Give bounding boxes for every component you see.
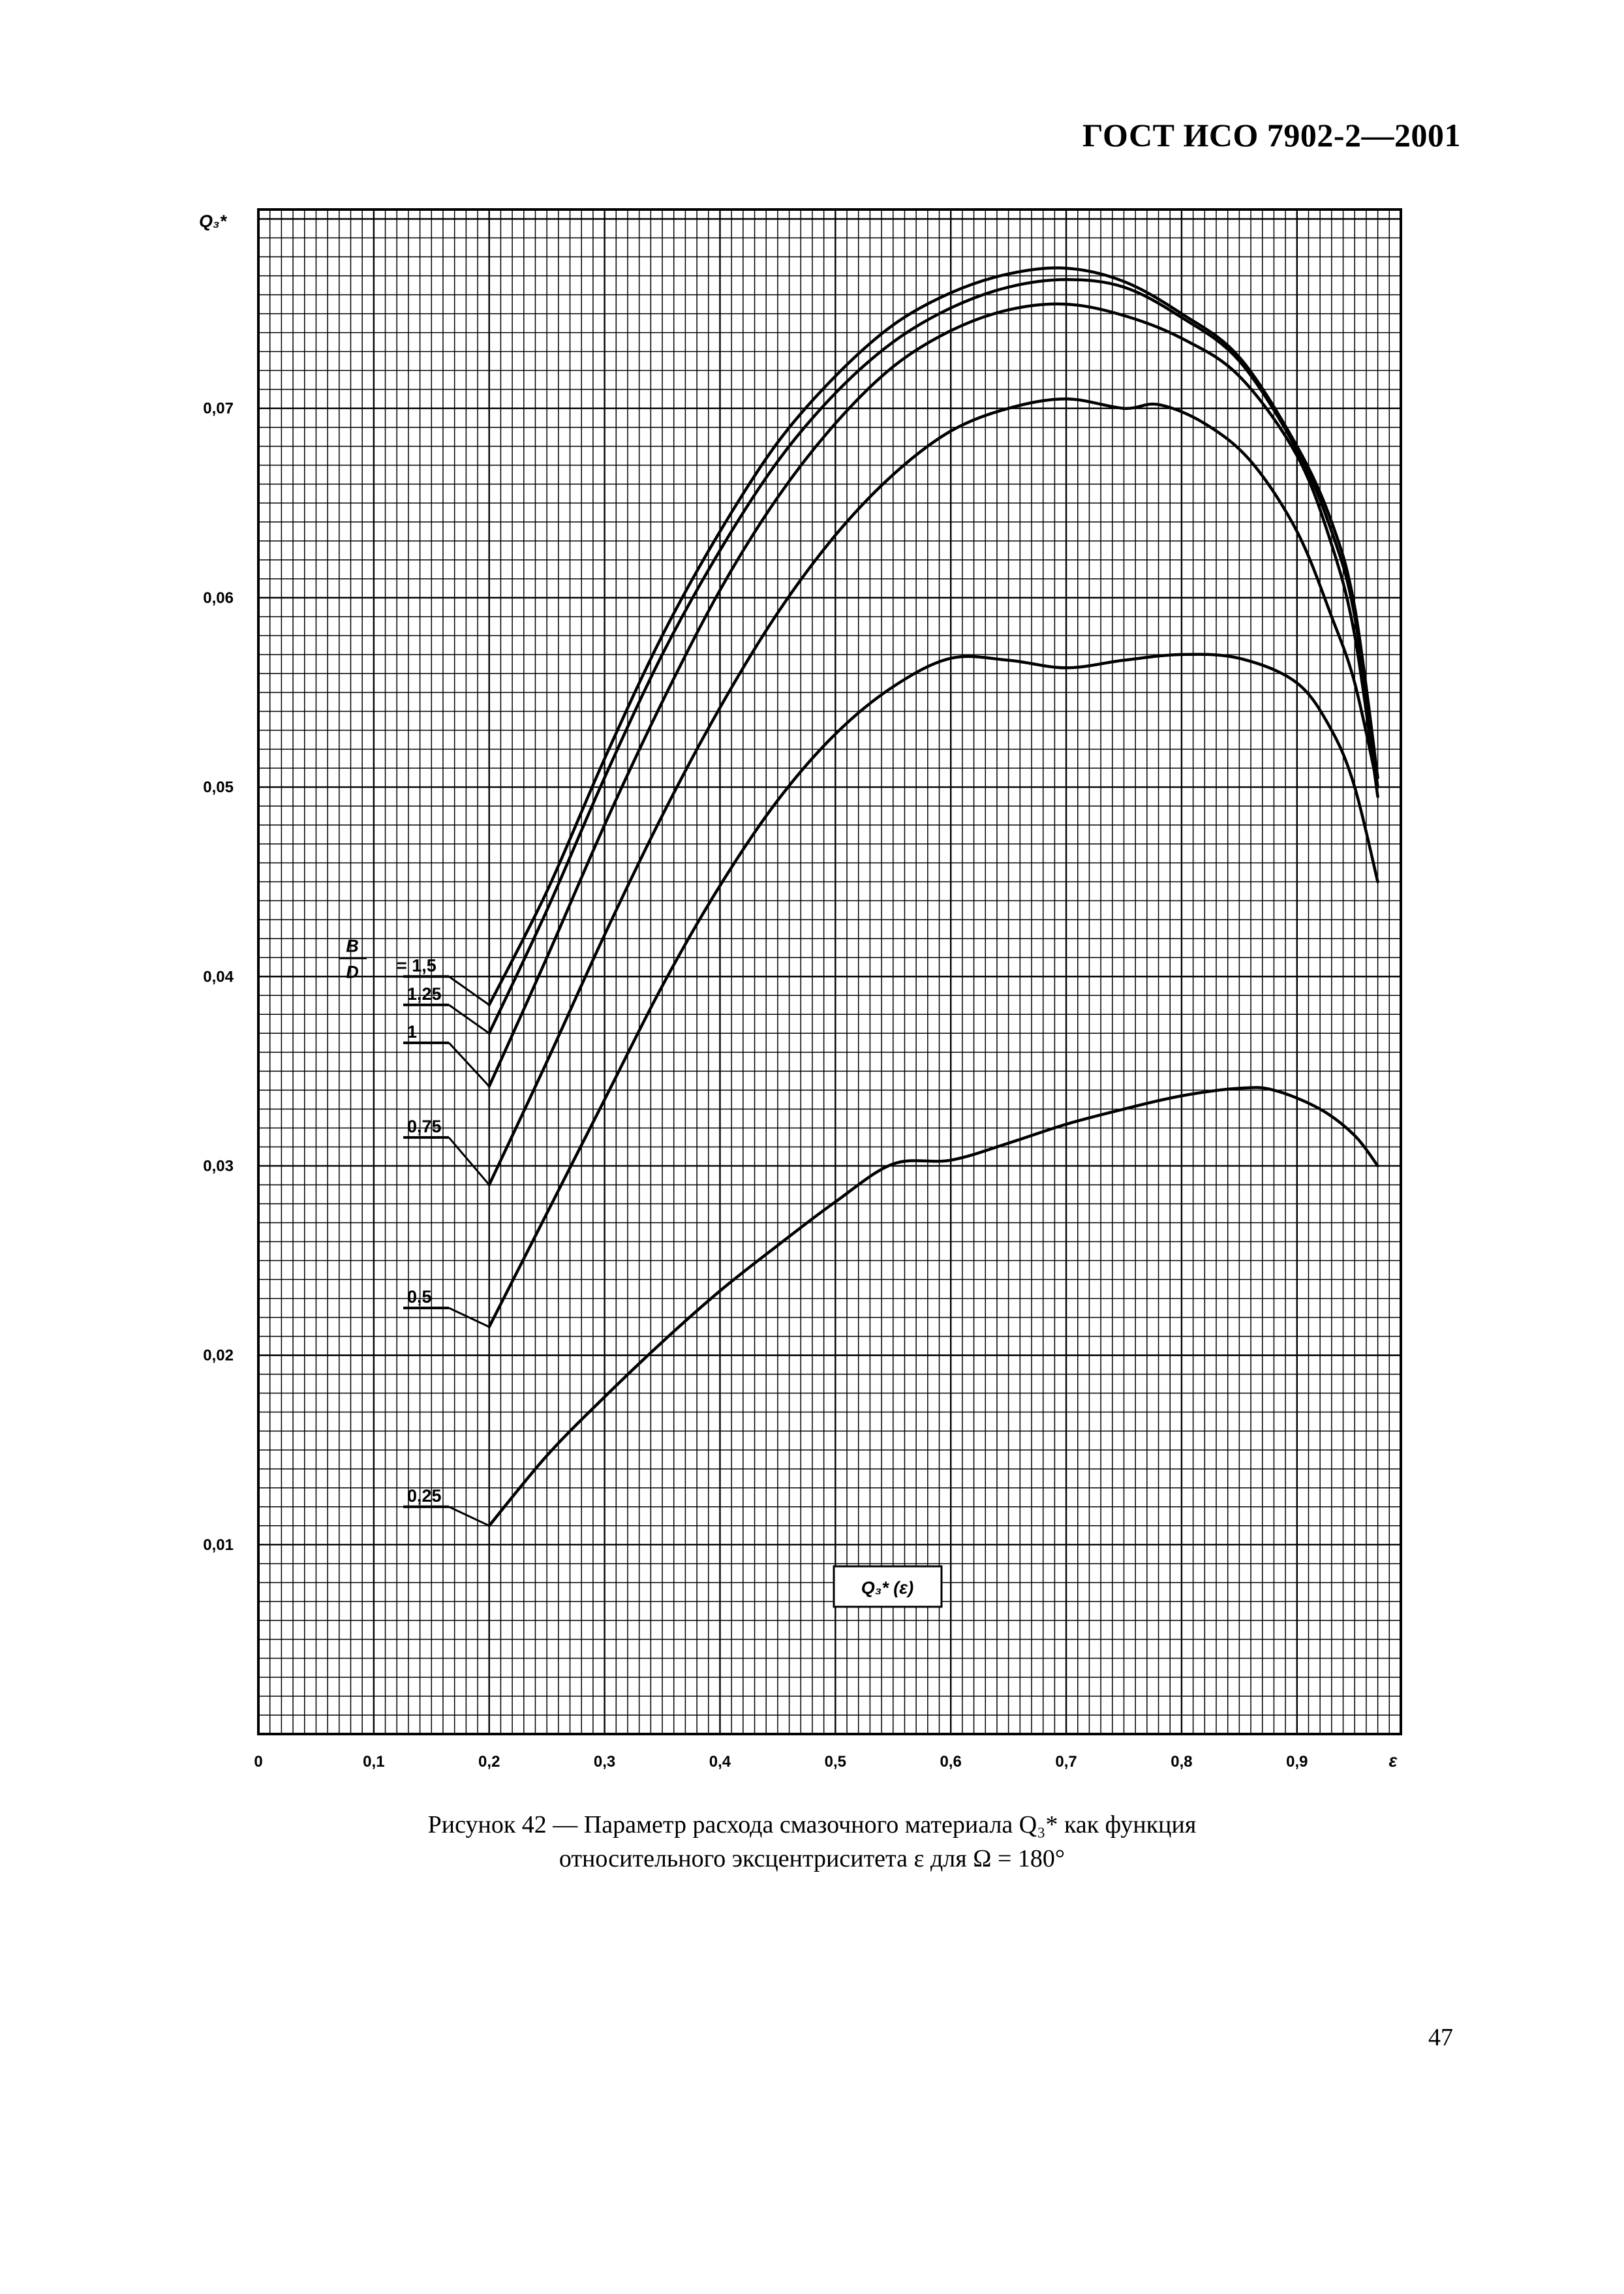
series-leader-line <box>448 1136 490 1186</box>
series-label: 0,25 <box>407 1486 442 1506</box>
chart-series <box>487 266 1379 1528</box>
caption-line-1: Рисунок 42 — Параметр расхода смазочного… <box>427 1811 1197 1838</box>
series-line <box>487 1086 1379 1528</box>
series-leader-line <box>448 1307 490 1328</box>
x-tick-label: 0 <box>254 1753 262 1771</box>
x-tick-label: 0,7 <box>1055 1753 1077 1771</box>
y-tick-label: 0,02 <box>203 1347 234 1365</box>
x-tick-label: 0,8 <box>1171 1753 1192 1771</box>
x-tick-label: 0,6 <box>940 1753 962 1771</box>
page-number: 47 <box>1428 2024 1453 2051</box>
series-leader-line <box>448 1042 490 1087</box>
chart-axes: 0 0,1 0,2 0,3 0,4 0,5 0,6 0,7 0,8 0,9 ε 0,01 0,02 0,0… <box>199 208 1402 1771</box>
x-tick-label: 0,9 <box>1286 1753 1308 1771</box>
inner-label: Q₃* (ε) <box>861 1578 913 1598</box>
x-tick-label: 0,2 <box>478 1753 500 1771</box>
series-line <box>487 653 1379 1329</box>
y-tick-label: 0,07 <box>203 400 234 418</box>
caption-line-2: относительного эксцентриситета ε для Ω =… <box>559 1845 1065 1872</box>
series-label: 0,75 <box>407 1117 442 1136</box>
x-tick-label: 0,3 <box>594 1753 615 1771</box>
y-axis-label: Q₃* <box>199 211 227 231</box>
series-line <box>487 397 1379 1186</box>
series-label: 1 <box>407 1022 417 1042</box>
figure-caption: Рисунок 42 — Параметр расхода смазочного… <box>0 1808 1624 1876</box>
series-line <box>487 266 1379 1007</box>
document-code: ГОСТ ИСО 7902-2—2001 <box>1082 117 1461 153</box>
x-axis-label: ε <box>1389 1751 1398 1771</box>
y-tick-label: 0,06 <box>203 589 234 607</box>
series-label: 0,5 <box>407 1287 432 1307</box>
plot-frame <box>257 208 1402 1735</box>
y-tick-label: 0,01 <box>203 1536 234 1554</box>
series-label: = 1,5 <box>397 955 437 975</box>
chart-labels: = 1,5 1,25 1 0,75 0,5 0,25 BD Q₃* (ε) <box>339 936 943 1608</box>
y-tick-label: 0,05 <box>203 779 234 796</box>
x-tick-label: 0,4 <box>709 1753 731 1771</box>
legend-title-top: B <box>346 936 359 955</box>
series-label: 1,25 <box>407 984 442 1004</box>
y-tick-label: 0,03 <box>203 1157 234 1175</box>
legend-title-bottom: D <box>346 962 359 982</box>
x-tick-label: 0,5 <box>825 1753 846 1771</box>
series-line <box>487 278 1379 1035</box>
series-line <box>487 302 1379 1088</box>
inner-label-box <box>833 1565 943 1608</box>
series-leader-line <box>448 1004 490 1034</box>
x-tick-label: 0,1 <box>363 1753 384 1771</box>
y-tick-label: 0,04 <box>203 968 234 985</box>
series-leader-line <box>448 976 490 1006</box>
series-leader-line <box>448 1506 490 1527</box>
